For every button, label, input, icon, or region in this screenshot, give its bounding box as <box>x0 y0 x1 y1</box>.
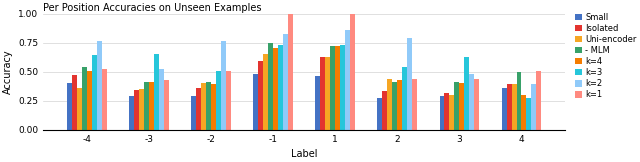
Bar <box>460 83 465 130</box>
Bar <box>387 79 392 130</box>
Bar <box>253 74 259 130</box>
Bar <box>502 88 507 130</box>
Bar <box>378 98 383 130</box>
Bar <box>201 83 206 130</box>
Bar <box>82 67 87 130</box>
Bar <box>273 48 278 130</box>
Bar <box>507 84 511 130</box>
Bar <box>469 74 474 130</box>
Bar <box>144 82 149 130</box>
Bar <box>330 46 335 130</box>
Bar <box>516 72 522 130</box>
Bar <box>440 96 445 130</box>
Bar <box>316 76 321 130</box>
Bar <box>129 96 134 130</box>
Bar <box>191 96 196 130</box>
Bar <box>87 70 92 130</box>
Bar <box>449 95 454 130</box>
Bar <box>335 46 340 130</box>
Bar <box>345 30 350 130</box>
Bar <box>321 57 325 130</box>
Bar <box>164 80 169 130</box>
Bar <box>383 91 387 130</box>
Bar <box>288 14 293 130</box>
Bar <box>454 82 460 130</box>
Bar <box>392 82 397 130</box>
Bar <box>511 84 516 130</box>
Bar <box>397 80 403 130</box>
Bar <box>465 57 469 130</box>
Bar <box>77 88 82 130</box>
Bar <box>139 89 144 130</box>
Bar <box>531 84 536 130</box>
Bar <box>412 79 417 130</box>
Bar <box>445 93 449 130</box>
Bar <box>72 75 77 130</box>
Bar <box>221 41 226 130</box>
Bar <box>407 38 412 130</box>
Bar <box>536 70 541 130</box>
Bar <box>522 95 527 130</box>
Bar <box>259 61 263 130</box>
Bar <box>97 41 102 130</box>
Y-axis label: Accuracy: Accuracy <box>3 49 13 94</box>
Bar <box>206 82 211 130</box>
Bar <box>263 54 268 130</box>
Bar <box>92 55 97 130</box>
Legend: Small, Isolated, Uni-encoder, - MLM, k=4, k=3, k=2, k=1: Small, Isolated, Uni-encoder, - MLM, k=4… <box>575 12 637 100</box>
Bar <box>268 43 273 130</box>
Bar <box>403 67 407 130</box>
Bar <box>474 79 479 130</box>
Bar <box>216 70 221 130</box>
Bar <box>325 57 330 130</box>
Bar <box>102 69 107 130</box>
Bar <box>154 54 159 130</box>
Bar <box>226 70 231 130</box>
Bar <box>350 14 355 130</box>
Bar <box>196 88 201 130</box>
Bar <box>67 83 72 130</box>
Bar <box>340 45 345 130</box>
Bar <box>159 69 164 130</box>
X-axis label: Label: Label <box>291 149 317 159</box>
Bar <box>149 82 154 130</box>
Text: Per Position Accuracies on Unseen Examples: Per Position Accuracies on Unseen Exampl… <box>44 3 262 13</box>
Bar <box>527 98 531 130</box>
Bar <box>283 35 288 130</box>
Bar <box>134 90 139 130</box>
Bar <box>211 84 216 130</box>
Bar <box>278 45 283 130</box>
